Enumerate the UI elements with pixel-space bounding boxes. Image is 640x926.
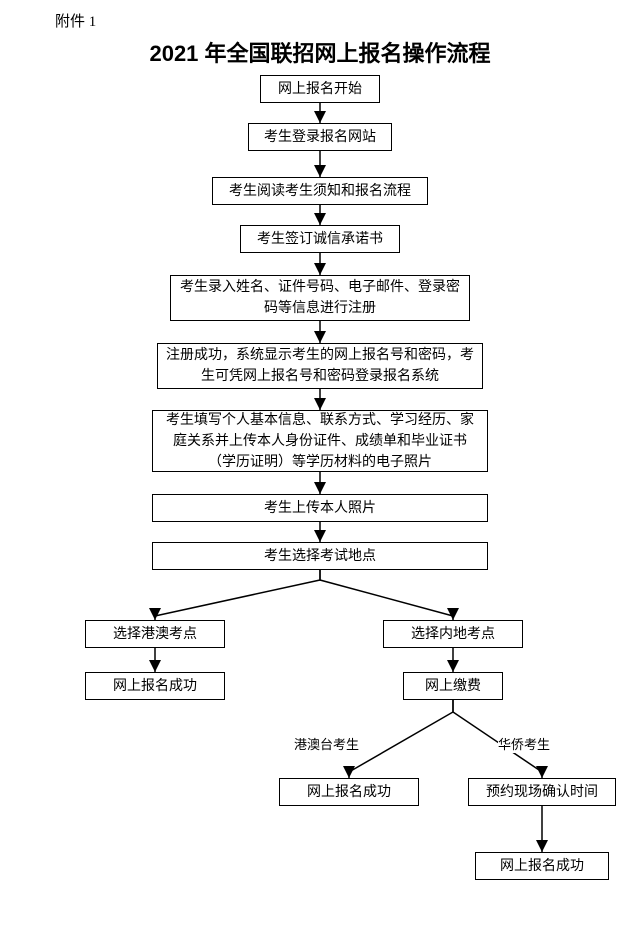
node-label: 考生录入姓名、证件号码、电子邮件、登录密码等信息进行注册 (179, 277, 461, 319)
flow-node-pay: 网上缴费 (403, 672, 503, 700)
flow-node-hk-macao-site: 选择港澳考点 (85, 620, 225, 648)
flow-node-mainland-site: 选择内地考点 (383, 620, 523, 648)
branch-label-overseas: 华侨考生 (498, 734, 550, 753)
flow-node-read: 考生阅读考生须知和报名流程 (212, 177, 428, 205)
flow-node-commitment: 考生签订诚信承诺书 (240, 225, 400, 253)
node-label: 网上报名成功 (113, 676, 197, 697)
page-title: 2021 年全国联招网上报名操作流程 (0, 36, 640, 68)
flow-node-fill-info: 考生填写个人基本信息、联系方式、学习经历、家庭关系并上传本人身份证件、成绩单和毕… (152, 410, 488, 472)
flow-node-success-3: 网上报名成功 (475, 852, 609, 880)
node-label: 考生签订诚信承诺书 (257, 229, 383, 250)
node-label: 网上报名成功 (307, 782, 391, 803)
node-label: 注册成功，系统显示考生的网上报名号和密码，考生可凭网上报名号和密码登录报名系统 (166, 345, 474, 387)
flow-node-reserve-confirm: 预约现场确认时间 (468, 778, 616, 806)
node-label: 预约现场确认时间 (486, 782, 598, 803)
node-label: 考生填写个人基本信息、联系方式、学习经历、家庭关系并上传本人身份证件、成绩单和毕… (161, 410, 479, 473)
node-label: 选择内地考点 (411, 624, 495, 645)
flow-node-register-input: 考生录入姓名、证件号码、电子邮件、登录密码等信息进行注册 (170, 275, 470, 321)
node-label: 选择港澳考点 (113, 624, 197, 645)
node-label: 网上报名开始 (278, 79, 362, 100)
flow-node-start: 网上报名开始 (260, 75, 380, 103)
flow-node-register-success: 注册成功，系统显示考生的网上报名号和密码，考生可凭网上报名号和密码登录报名系统 (157, 343, 483, 389)
flow-node-upload-photo: 考生上传本人照片 (152, 494, 488, 522)
flow-node-success-1: 网上报名成功 (85, 672, 225, 700)
attachment-label: 附件 1 (55, 10, 96, 31)
node-label: 考生阅读考生须知和报名流程 (229, 181, 411, 202)
branch-label-hkmotw: 港澳台考生 (294, 734, 359, 753)
node-label: 考生上传本人照片 (264, 498, 376, 519)
node-label: 网上缴费 (425, 676, 481, 697)
node-label: 考生选择考试地点 (264, 546, 376, 567)
flow-node-success-2: 网上报名成功 (279, 778, 419, 806)
node-label: 网上报名成功 (500, 856, 584, 877)
node-label: 考生登录报名网站 (264, 127, 376, 148)
flow-node-choose-site: 考生选择考试地点 (152, 542, 488, 570)
flow-node-login: 考生登录报名网站 (248, 123, 392, 151)
